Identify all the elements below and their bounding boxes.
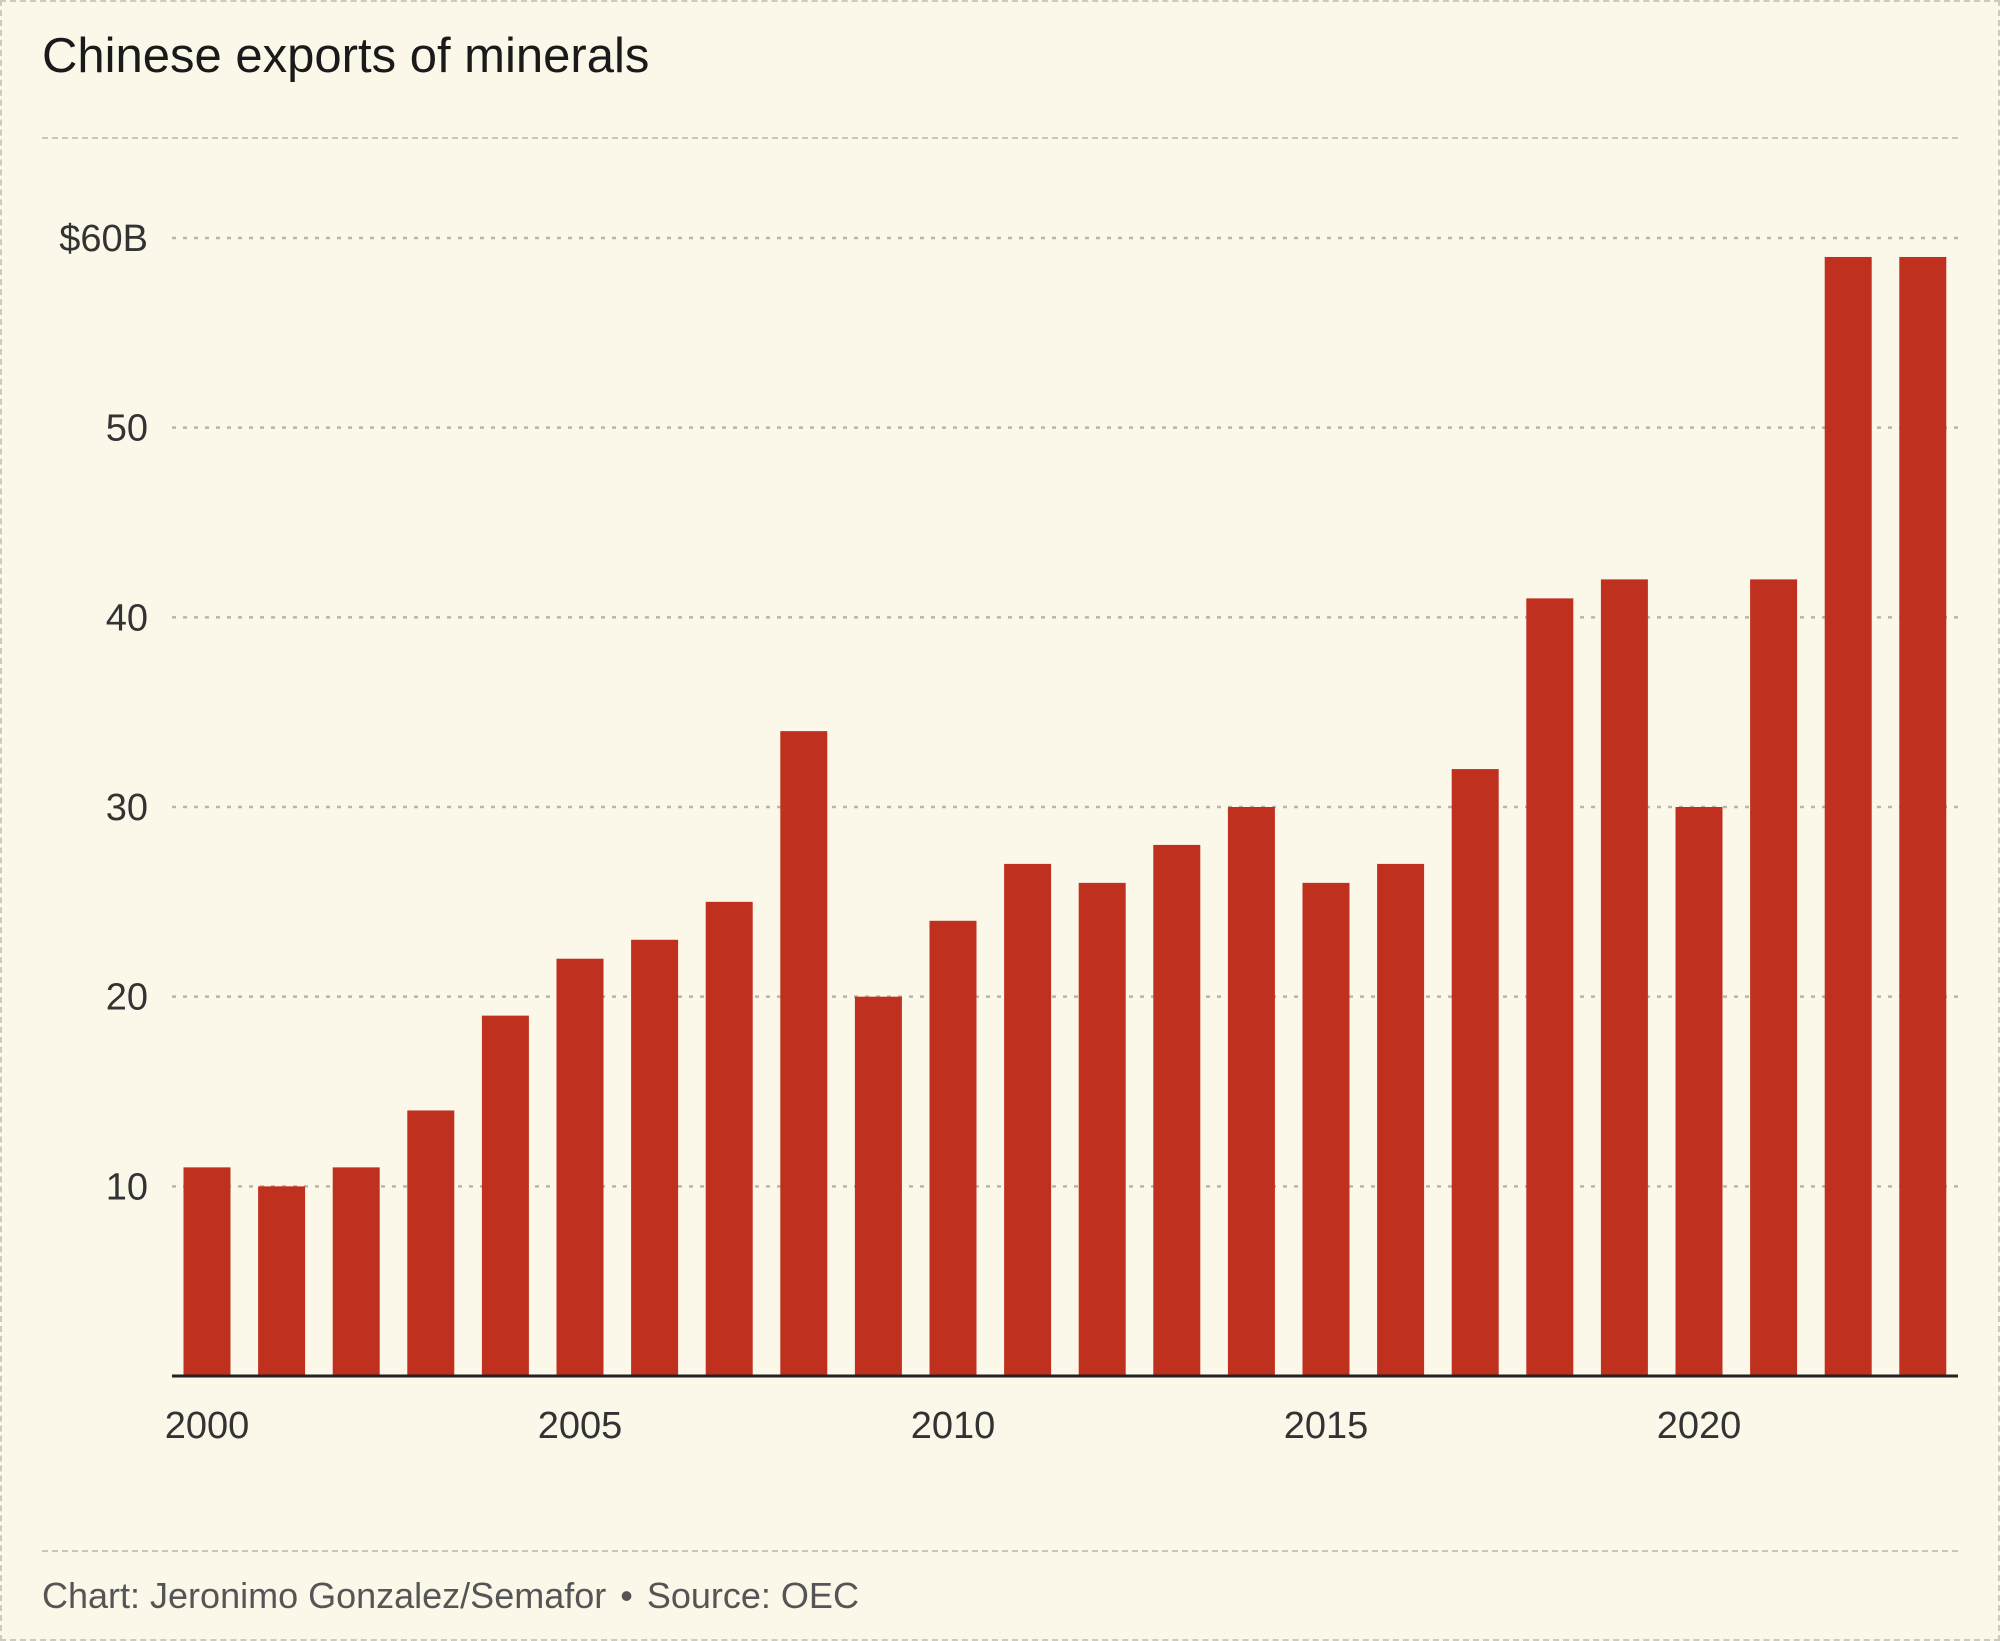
bar-2008 [780,731,828,1376]
bar-2015 [1302,882,1350,1376]
bar-2010 [929,920,977,1376]
bar-2005 [556,958,604,1376]
x-tick-label-2000: 2000 [165,1405,250,1447]
bar-2004 [481,1015,529,1376]
bar-2020 [1675,807,1723,1376]
footer-divider [42,1550,1958,1552]
axes: 10 20 30 40 50 $60B 2000 2005 2010 2015 2020 [59,218,1958,1447]
bar-2003 [407,1110,455,1376]
y-tick-label-60: $60B [59,218,148,260]
bar-2006 [631,939,679,1376]
bar-2007 [705,901,753,1376]
gridlines [172,236,1958,1188]
bar-2002 [332,1167,380,1376]
bar-2022 [1824,256,1872,1376]
bar-2018 [1526,598,1574,1376]
title-divider [42,137,1958,139]
bars [183,256,1947,1376]
bar-2000 [183,1167,231,1376]
bar-2019 [1600,579,1648,1376]
bar-2021 [1750,579,1798,1376]
bar-2013 [1153,844,1201,1376]
y-tick-label-30: 30 [106,787,148,829]
chart-credit: Chart: Jeronimo Gonzalez/Semafor • Source:… [42,1575,859,1617]
y-tick-label-40: 40 [106,597,148,639]
y-tick-label-20: 20 [106,977,148,1019]
bar-2016 [1377,863,1425,1376]
bar-2017 [1451,769,1499,1376]
credit-author: Chart: Jeronimo Gonzalez/Semafor [42,1575,607,1616]
bar-2023 [1899,256,1947,1376]
x-tick-label-2010: 2010 [911,1405,996,1447]
bar-2012 [1078,882,1126,1376]
chart-title: Chinese exports of minerals [42,29,650,83]
bar-2011 [1004,863,1052,1376]
credit-source: Source: OEC [646,1575,859,1616]
bar-2014 [1227,807,1275,1376]
x-tick-label-2015: 2015 [1284,1405,1369,1447]
y-tick-label-50: 50 [106,408,148,450]
bar-2009 [854,996,902,1376]
x-tick-label-2020: 2020 [1657,1405,1742,1447]
x-tick-label-2005: 2005 [538,1405,623,1447]
bar-2001 [258,1186,306,1376]
credit-separator: • [620,1575,633,1616]
y-tick-label-10: 10 [106,1166,148,1208]
bar-chart: 10 20 30 40 50 $60B 2000 2005 2010 2015 2020 [59,218,1958,1447]
